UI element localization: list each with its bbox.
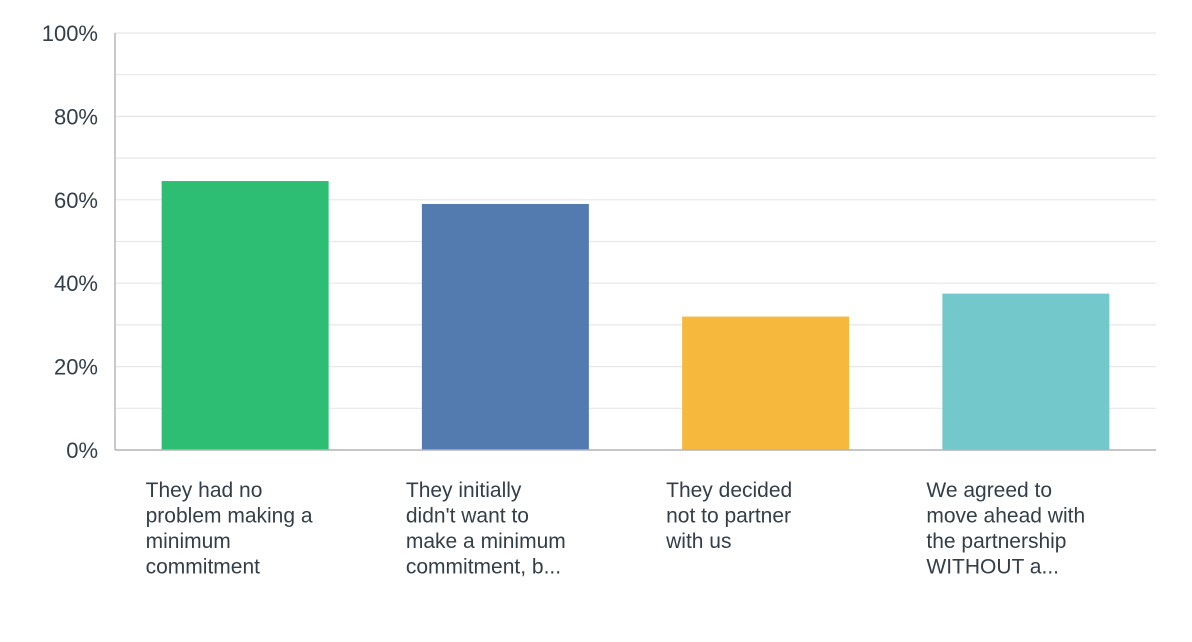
axes: [114, 33, 1156, 451]
category-label-1-line-4: commitment: [146, 556, 261, 579]
category-label-3-line-3: with us: [665, 530, 731, 553]
bar-4[interactable]: [942, 293, 1110, 450]
y-tick-label: 0%: [66, 438, 98, 463]
category-label-2-line-3: make a minimum: [406, 530, 566, 553]
y-tick-label: 80%: [54, 104, 98, 129]
category-label-1-line-1: They had no: [146, 479, 263, 502]
labels: 0% 20% 40% 60% 80% 100% They had no problem mak…: [42, 21, 1085, 579]
y-tick-label: 40%: [54, 271, 98, 296]
category-label-4-line-1: We agreed to: [926, 479, 1052, 502]
category-label-2-line-4: commitment, b...: [406, 556, 561, 579]
bar-2[interactable]: [421, 203, 589, 450]
category-label-2-line-2: didn't want to: [406, 505, 529, 528]
category-label-4-line-2: move ahead with: [926, 505, 1085, 528]
category-label-1-line-2: problem making a: [146, 505, 313, 528]
category-label-4-line-3: the partnership: [926, 530, 1066, 553]
category-label-4-line-4: WITHOUT a...: [926, 556, 1059, 579]
bar-1[interactable]: [161, 181, 329, 450]
category-label-1-line-3: minimum: [146, 530, 231, 553]
bar-3[interactable]: [682, 316, 850, 450]
category-label-2-line-1: They initially: [406, 479, 522, 502]
bars: [161, 181, 1110, 450]
y-tick-label: 60%: [54, 188, 98, 213]
y-tick-label: 100%: [42, 21, 98, 46]
category-label-3-line-1: They decided: [666, 479, 792, 502]
y-tick-label: 20%: [54, 355, 98, 380]
category-label-3-line-2: not to partner: [666, 505, 791, 528]
